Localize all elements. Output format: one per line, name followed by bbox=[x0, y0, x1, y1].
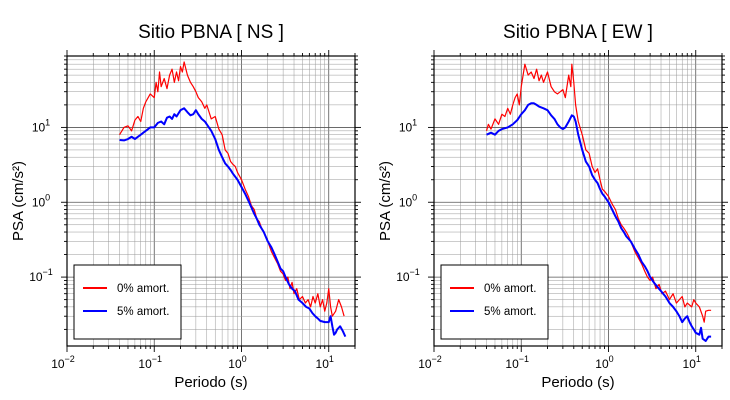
chart-panel-ew: Sitio PBNA [ EW ] 10−2 10−1 100 10110−11001… bbox=[377, 22, 728, 391]
legend: 0% amort. 5% amort. bbox=[440, 264, 549, 340]
grid bbox=[433, 55, 723, 346]
x-tick-exponent: −1 bbox=[519, 354, 529, 364]
legend-label-0pct: 0% amort. bbox=[117, 283, 169, 295]
chart-panel-ns: Sitio PBNA [ NS ] 10−2 10−1 100 10110−11001… bbox=[10, 22, 361, 391]
y-tick-label: 10−1 bbox=[29, 267, 53, 284]
legend-box bbox=[73, 264, 182, 340]
x-tick-exponent: 1 bbox=[329, 354, 334, 364]
legend-label-0pct: 0% amort. bbox=[484, 283, 536, 295]
y-tick-label: 100 bbox=[32, 192, 50, 209]
x-tick-label: 10−2 bbox=[51, 354, 75, 371]
x-tick-label: 10−1 bbox=[505, 354, 529, 371]
series-layer bbox=[119, 61, 347, 338]
series-line-5pct bbox=[119, 107, 347, 338]
series-layer bbox=[485, 63, 712, 342]
plot-frame bbox=[433, 55, 723, 347]
legend: 0% amort. 5% amort. bbox=[73, 264, 182, 340]
x-tick-label: 101 bbox=[683, 354, 701, 371]
y-tick-label: 100 bbox=[399, 192, 417, 209]
legend-label-5pct: 5% amort. bbox=[484, 306, 536, 318]
series-line-5pct bbox=[486, 102, 712, 342]
x-tick-label: 10−1 bbox=[138, 354, 162, 371]
x-tick-label: 101 bbox=[316, 354, 334, 371]
plot-frame bbox=[66, 55, 356, 347]
x-tick-exponent: −2 bbox=[65, 354, 75, 364]
legend-box bbox=[440, 264, 549, 340]
y-axis-label: PSA (cm/s²) bbox=[10, 161, 27, 241]
y-tick-label: 101 bbox=[399, 117, 417, 134]
y-tick-exponent: 1 bbox=[412, 117, 417, 127]
y-tick-exponent: 0 bbox=[412, 192, 417, 202]
x-tick-label: 100 bbox=[595, 354, 613, 371]
x-tick-exponent: 0 bbox=[242, 354, 247, 364]
x-tick-exponent: 0 bbox=[609, 354, 614, 364]
x-tick-exponent: 1 bbox=[696, 354, 701, 364]
y-tick-exponent: 0 bbox=[45, 192, 50, 202]
x-tick-exponent: −2 bbox=[432, 354, 442, 364]
y-tick-label: 101 bbox=[32, 117, 50, 134]
chart-title: Sitio PBNA [ NS ] bbox=[138, 22, 284, 43]
x-tick-exponent: −1 bbox=[152, 354, 162, 364]
x-tick-label: 10−2 bbox=[418, 354, 442, 371]
y-tick-exponent: −1 bbox=[410, 267, 420, 277]
legend-label-5pct: 5% amort. bbox=[117, 306, 169, 318]
y-axis-label: PSA (cm/s²) bbox=[377, 161, 394, 241]
y-tick-exponent: 1 bbox=[45, 117, 50, 127]
x-axis-label: Periodo (s) bbox=[174, 374, 247, 391]
x-tick-label: 100 bbox=[228, 354, 246, 371]
series-line-0pct bbox=[119, 61, 345, 317]
x-axis-label: Periodo (s) bbox=[541, 374, 614, 391]
y-tick-label: 10−1 bbox=[396, 267, 420, 284]
series-line-0pct bbox=[485, 63, 712, 323]
y-tick-exponent: −1 bbox=[43, 267, 53, 277]
chart-title: Sitio PBNA [ EW ] bbox=[503, 22, 653, 43]
